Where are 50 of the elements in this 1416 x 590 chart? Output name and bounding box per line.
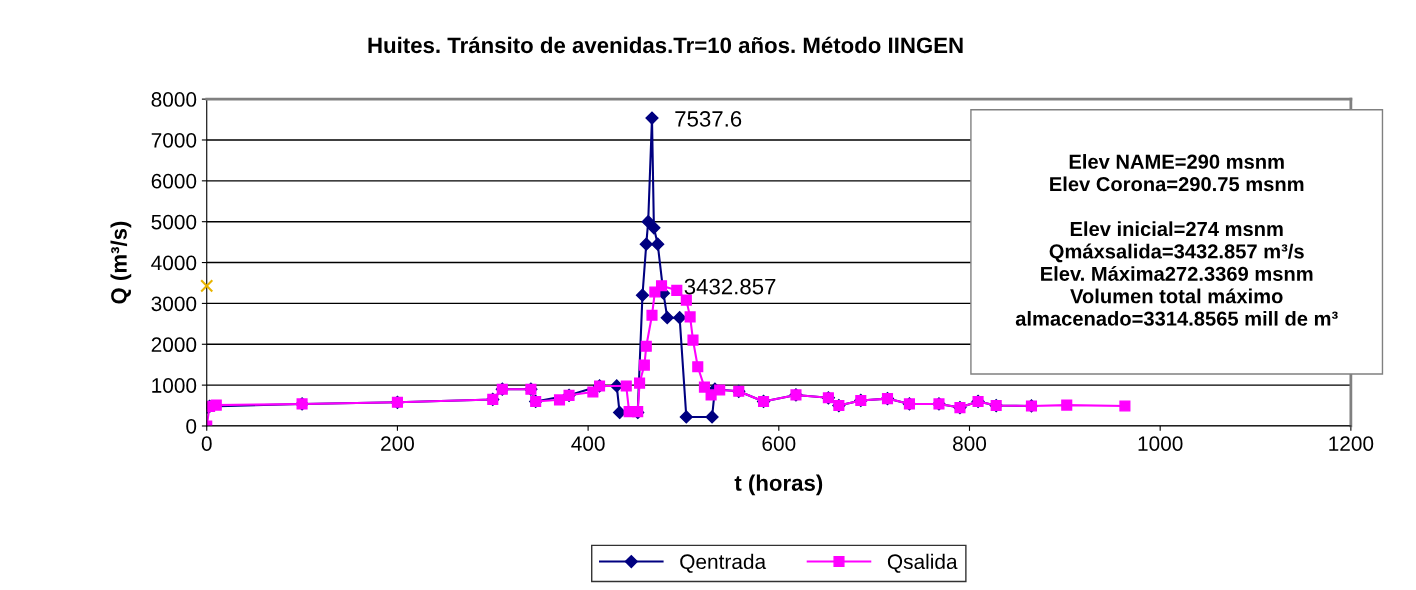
legend-label: Qsalida <box>887 553 958 573</box>
point <box>692 361 704 373</box>
point <box>651 237 665 251</box>
annotation: 3432.857 <box>684 278 776 295</box>
point <box>646 309 658 321</box>
point <box>200 279 214 293</box>
y-tick-label: 3000 <box>151 296 197 312</box>
point <box>620 380 632 392</box>
point <box>638 359 650 371</box>
x-tick-label: 200 <box>381 436 414 451</box>
legend-label: Qentrada <box>680 553 767 573</box>
y-tick-label: 7000 <box>151 132 197 148</box>
x-tick-label: 1200 <box>1329 436 1374 451</box>
point <box>210 399 222 411</box>
x-axis-title: t (horas) <box>734 474 823 496</box>
x-tick-label: 1000 <box>1138 436 1183 451</box>
text: Elev NAME=290 msnm Elev Corona=290.75 msnm Elev inicial=274 msnm Qmáxsalida=3432.857 m³/s Elev. Máxima272.3369 msnm Volumen total máximo almacenado=3314.8565 mill de m³ <box>1015 154 1338 326</box>
point <box>714 384 726 396</box>
y-tick-label: 4000 <box>151 255 197 271</box>
point <box>647 221 661 235</box>
point <box>660 311 674 325</box>
point <box>679 410 693 424</box>
x-tick-label: 400 <box>571 436 605 451</box>
y-tick-label: 5000 <box>151 214 197 230</box>
x-tick-label: 600 <box>762 436 796 451</box>
y-tick-label: 6000 <box>151 173 197 189</box>
point <box>687 334 699 346</box>
point <box>640 340 652 352</box>
y-tick-label: 1000 <box>152 378 197 393</box>
point <box>673 311 687 325</box>
y-tick-label: 0 <box>186 418 197 434</box>
x-tick-label: 800 <box>953 436 987 451</box>
point <box>705 410 719 424</box>
y-tick-label: 8000 <box>151 92 197 107</box>
point <box>639 237 653 251</box>
point <box>634 377 646 389</box>
point <box>645 111 659 125</box>
point <box>680 294 692 306</box>
y-tick-label: 2000 <box>151 337 197 353</box>
point <box>1119 400 1131 412</box>
point <box>635 288 650 302</box>
x-tick-label: 0 <box>201 436 212 451</box>
chart-title: Huites. Tránsito de avenidas.Tr=10 años. Método IINGEN <box>368 36 963 54</box>
annotation: 7537.6 <box>675 111 742 127</box>
point <box>671 284 683 296</box>
point <box>1061 399 1073 411</box>
point <box>655 280 668 292</box>
point <box>684 311 696 323</box>
point <box>641 215 655 229</box>
y-axis-title: Q (m³/s) <box>110 221 132 304</box>
